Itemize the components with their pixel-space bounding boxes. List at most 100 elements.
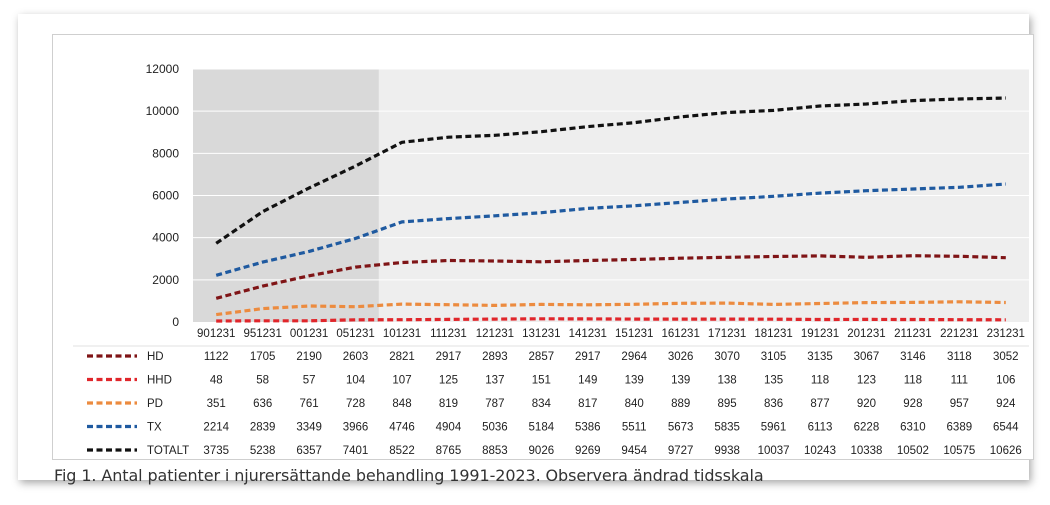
chart-area: 0 2000 4000 6000 8000 10000 12000 901231 951231 0… [52, 34, 1034, 460]
data-label: 2917 [436, 351, 462, 363]
data-label: 9026 [529, 445, 555, 457]
data-label: 10626 [990, 445, 1022, 457]
figure-frame: 0 2000 4000 6000 8000 10000 12000 901231 951231 0… [18, 14, 1034, 485]
data-label: 137 [485, 375, 504, 387]
data-label: 957 [950, 398, 969, 410]
y-tick-label: 12000 [146, 62, 180, 76]
data-label: 118 [904, 375, 922, 387]
data-label: 895 [718, 398, 737, 410]
data-label: 5238 [250, 445, 276, 457]
data-label: 9454 [621, 445, 647, 457]
data-label: 111 [951, 375, 968, 387]
data-label: 2214 [203, 422, 229, 434]
data-label: 8522 [389, 445, 415, 457]
series-line-tx [215, 182, 1006, 277]
y-tick-label: 6000 [152, 189, 179, 203]
x-tick-label: 181231 [754, 328, 792, 340]
data-label: 2190 [296, 351, 322, 363]
legend-label-pd: PD [147, 398, 163, 410]
data-label: 10575 [943, 445, 975, 457]
data-label: 138 [718, 375, 737, 387]
y-tick-label: 4000 [152, 231, 179, 245]
data-label: 106 [996, 375, 1015, 387]
data-label: 149 [578, 375, 597, 387]
data-label: 3349 [296, 422, 322, 434]
data-label: 889 [671, 398, 690, 410]
data-label: 139 [625, 375, 644, 387]
data-label: 135 [764, 375, 783, 387]
data-label: 1705 [250, 351, 276, 363]
data-label: 139 [671, 375, 690, 387]
line-chart: 0 2000 4000 6000 8000 10000 12000 901231 951231 0… [73, 62, 1029, 457]
legend-label-hhd: HHD [147, 375, 172, 387]
x-tick-label: 141231 [569, 328, 607, 340]
data-label: 834 [532, 398, 552, 410]
figure-caption: Fig 1. Antal patienter i njurersättande … [54, 466, 764, 485]
data-label: 3067 [854, 351, 880, 363]
data-label: 3966 [343, 422, 369, 434]
data-label: 924 [996, 398, 1016, 410]
data-label: 6113 [808, 422, 833, 434]
data-label: 57 [303, 375, 316, 387]
data-label: 817 [578, 398, 597, 410]
data-label: 6389 [947, 422, 973, 434]
data-label: 10037 [758, 445, 790, 457]
series-line-totalt [215, 96, 1006, 245]
y-tick-label: 2000 [152, 273, 179, 287]
legend-label-totalt: TOTALT [147, 445, 189, 457]
data-label: 761 [300, 398, 319, 410]
data-label: 877 [810, 398, 829, 410]
x-tick-label: 201231 [847, 328, 885, 340]
x-tick-label: 211231 [894, 328, 932, 340]
data-label: 6310 [900, 422, 926, 434]
data-label: 104 [346, 375, 366, 387]
data-label: 920 [857, 398, 876, 410]
data-label: 8853 [482, 445, 508, 457]
data-label: 1122 [204, 351, 229, 363]
data-label: 3135 [807, 351, 833, 363]
x-tick-label: 951231 [243, 328, 281, 340]
x-tick-label: 171231 [708, 328, 746, 340]
data-label: 9269 [575, 445, 601, 457]
data-label: 3026 [668, 351, 694, 363]
x-tick-label: 111231 [430, 328, 467, 340]
data-label: 928 [903, 398, 922, 410]
data-label: 819 [439, 398, 458, 410]
legend-label-tx: TX [147, 422, 162, 434]
data-label: 4746 [389, 422, 415, 434]
data-label: 6357 [296, 445, 322, 457]
x-tick-label: 161231 [661, 328, 699, 340]
data-label: 2839 [250, 422, 276, 434]
data-label: 151 [532, 375, 551, 387]
x-tick-label: 191231 [801, 328, 839, 340]
data-label: 5184 [529, 422, 555, 434]
data-label: 9727 [668, 445, 694, 457]
data-label: 2857 [529, 351, 555, 363]
data-label: 351 [207, 398, 226, 410]
data-label: 840 [625, 398, 644, 410]
data-label: 6544 [993, 422, 1019, 434]
data-label: 5673 [668, 422, 694, 434]
data-label: 787 [485, 398, 504, 410]
x-tick-label: 151231 [615, 328, 653, 340]
data-label: 5511 [622, 422, 647, 434]
data-label: 4904 [436, 422, 462, 434]
data-label: 7401 [343, 445, 369, 457]
x-tick-label: 101231 [383, 328, 421, 340]
x-tick-label: 121231 [476, 328, 514, 340]
y-tick-label: 10000 [146, 104, 180, 118]
data-label: 125 [439, 375, 458, 387]
data-label: 2893 [482, 351, 508, 363]
x-tick-label: 001231 [290, 328, 328, 340]
data-label: 2917 [575, 351, 601, 363]
data-label: 118 [811, 375, 829, 387]
data-label: 58 [256, 375, 269, 387]
data-label: 10502 [897, 445, 929, 457]
x-tick-label: 051231 [336, 328, 374, 340]
x-tick-label: 901231 [197, 328, 235, 340]
series-line-hhd [216, 317, 1006, 323]
data-label: 10338 [850, 445, 882, 457]
data-label: 5835 [714, 422, 740, 434]
data-label: 3146 [900, 351, 926, 363]
data-label: 2964 [621, 351, 647, 363]
